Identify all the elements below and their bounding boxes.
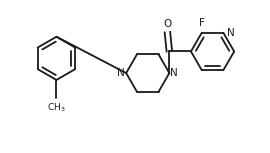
Text: F: F (199, 18, 205, 28)
Text: N: N (170, 68, 178, 78)
Text: O: O (163, 19, 171, 29)
Text: N: N (227, 28, 235, 38)
Text: CH$_3$: CH$_3$ (47, 101, 66, 114)
Text: N: N (117, 68, 125, 78)
